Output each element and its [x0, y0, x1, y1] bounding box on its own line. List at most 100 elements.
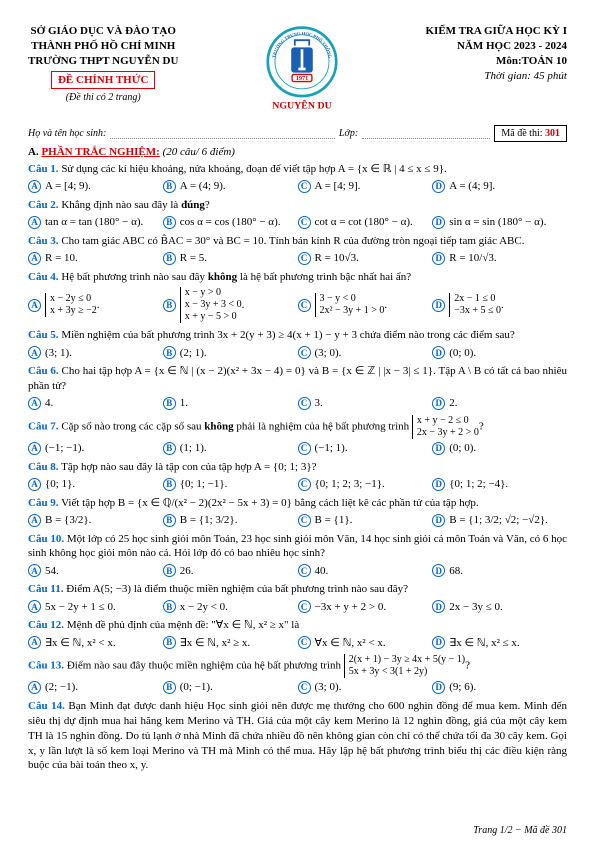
- option-letter-icon: C: [298, 252, 311, 265]
- option-letter-icon: C: [298, 397, 311, 410]
- option[interactable]: Bx − 2y < 0.: [163, 599, 298, 614]
- option-letter-icon: C: [298, 681, 311, 694]
- option[interactable]: B(1; 1).: [163, 441, 298, 456]
- option[interactable]: A5x − 2y + 1 ≤ 0.: [28, 599, 163, 614]
- option[interactable]: C3.: [298, 396, 433, 411]
- dotted-line: [362, 129, 490, 139]
- option[interactable]: DA = (4; 9].: [432, 179, 567, 194]
- option[interactable]: B1.: [163, 396, 298, 411]
- option-letter-icon: D: [432, 681, 445, 694]
- option[interactable]: C(−1; 1).: [298, 441, 433, 456]
- option-text: A = [4; 9).: [45, 180, 91, 192]
- option[interactable]: A 4.: [28, 396, 163, 411]
- option[interactable]: Dsin α = sin (180° − α).: [432, 215, 567, 230]
- option[interactable]: AR = 10.: [28, 251, 163, 266]
- option[interactable]: B{0; 1; −1}.: [163, 477, 298, 492]
- option-text: (3; 0).: [315, 681, 342, 693]
- option[interactable]: A∃x ∈ ℕ, x² < x.: [28, 635, 163, 650]
- option[interactable]: D{0; 1; 2; −4}.: [432, 477, 567, 492]
- question-number: Câu 9.: [28, 497, 59, 509]
- system-brace: x − 2y ≤ 0x + 3y ≥ −2: [45, 293, 97, 317]
- option-letter-icon: C: [298, 346, 311, 359]
- student-name-label: Họ và tên học sinh:: [28, 128, 106, 139]
- question: Câu 13. Điểm nào sau đây thuộc miền nghi…: [28, 654, 567, 678]
- option[interactable]: CR = 10√3.: [298, 251, 433, 266]
- question-number: Câu 5.: [28, 329, 59, 341]
- section-title: A. PHẦN TRẮC NGHIỆM: (20 câu/ 6 điểm): [28, 146, 567, 158]
- option[interactable]: B(2; 1).: [163, 345, 298, 360]
- option-letter-icon: A: [28, 514, 41, 527]
- option-text: (0; 0).: [449, 347, 476, 359]
- option[interactable]: C{0; 1; 2; 3; −1}.: [298, 477, 433, 492]
- option[interactable]: B26.: [163, 563, 298, 578]
- option[interactable]: C3 − y < 02x² − 3y + 1 > 0.: [298, 286, 433, 324]
- option[interactable]: D68.: [432, 563, 567, 578]
- option[interactable]: A(3; 1).: [28, 345, 163, 360]
- option[interactable]: C (3; 0).: [298, 680, 433, 695]
- option-letter-icon: A: [28, 252, 41, 265]
- class-field: Lớp:: [339, 128, 494, 139]
- options-row: A 4. B1.C3.D2.: [28, 396, 567, 411]
- option-text: 2.: [449, 397, 457, 409]
- options-row: A∃x ∈ ℕ, x² < x.B∃x ∈ ℕ, x² ≥ x.C∀x ∈ ℕ,…: [28, 635, 567, 650]
- option[interactable]: D(0; 0).: [432, 441, 567, 456]
- option[interactable]: A(2; −1).: [28, 680, 163, 695]
- option-letter-icon: A: [28, 600, 41, 613]
- system-brace: x − y > 0x − 3y + 3 < 0x + y − 5 > 0: [180, 287, 242, 323]
- option-letter-icon: A: [28, 397, 41, 410]
- option-letter-icon: A: [28, 299, 41, 312]
- option[interactable]: Bx − y > 0x − 3y + 3 < 0x + y − 5 > 0.: [163, 286, 298, 324]
- option[interactable]: D2x − 3y ≤ 0.: [432, 599, 567, 614]
- option[interactable]: C40.: [298, 563, 433, 578]
- option-text: −3x + y + 2 > 0.: [315, 601, 387, 613]
- option[interactable]: CA = [4; 9].: [298, 179, 433, 194]
- option-letter-icon: C: [298, 180, 311, 193]
- option[interactable]: D(9; 6).: [432, 680, 567, 695]
- option-text: 4.: [45, 397, 53, 409]
- option[interactable]: AA = [4; 9).: [28, 179, 163, 194]
- option-letter-icon: B: [163, 397, 176, 410]
- option[interactable]: D(0; 0).: [432, 345, 567, 360]
- option[interactable]: D2.: [432, 396, 567, 411]
- question: Câu 6. Cho hai tập hợp A = {x ∈ ℕ | (x −…: [28, 364, 567, 394]
- option[interactable]: BR = 5.: [163, 251, 298, 266]
- option-text: cos α = cos (180° − α).: [180, 216, 281, 228]
- option[interactable]: Atan α = tan (180° − α).: [28, 215, 163, 230]
- option-text: {0; 1}.: [45, 478, 75, 490]
- option-letter-icon: B: [163, 600, 176, 613]
- option-text: ∃x ∈ ℕ, x² ≤ x.: [449, 636, 519, 649]
- question-number: Câu 12.: [28, 619, 64, 631]
- question: Câu 4. Hệ bất phương trình nào sau đây k…: [28, 270, 567, 285]
- option[interactable]: C(3; 0).: [298, 345, 433, 360]
- option-letter-icon: A: [28, 442, 41, 455]
- option[interactable]: Ax − 2y ≤ 0x + 3y ≥ −2.: [28, 286, 163, 324]
- option-letter-icon: C: [298, 636, 311, 649]
- option-letter-icon: C: [298, 514, 311, 527]
- option[interactable]: C−3x + y + 2 > 0.: [298, 599, 433, 614]
- option-text: (2; 1).: [180, 347, 207, 359]
- exam-year: NĂM HỌC 2023 - 2024: [425, 39, 567, 54]
- option[interactable]: A54.: [28, 563, 163, 578]
- option-letter-icon: B: [163, 514, 176, 527]
- option-letter-icon: B: [163, 681, 176, 694]
- option-text: 26.: [180, 565, 194, 577]
- option[interactable]: C∀x ∈ ℕ, x² < x.: [298, 635, 433, 650]
- option[interactable]: B∃x ∈ ℕ, x² ≥ x.: [163, 635, 298, 650]
- option-letter-icon: D: [432, 252, 445, 265]
- option[interactable]: D∃x ∈ ℕ, x² ≤ x.: [432, 635, 567, 650]
- question: Câu 12. Mệnh đề phủ định của mệnh đề: "∀…: [28, 618, 567, 633]
- option[interactable]: DR = 10/√3.: [432, 251, 567, 266]
- option[interactable]: BA = (4; 9).: [163, 179, 298, 194]
- option[interactable]: CB = {1}.: [298, 513, 433, 528]
- option[interactable]: AB = {3/2}.: [28, 513, 163, 528]
- option[interactable]: BB = {1; 3/2}.: [163, 513, 298, 528]
- option[interactable]: A{0; 1}.: [28, 477, 163, 492]
- question: Câu 3. Cho tam giác ABC có B̂AC = 30° và…: [28, 234, 567, 249]
- option[interactable]: B(0; −1).: [163, 680, 298, 695]
- option[interactable]: D2x − 1 ≤ 0−3x + 5 ≤ 0.: [432, 286, 567, 324]
- option[interactable]: DB = {1; 3/2; √2; −√2}.: [432, 513, 567, 528]
- system-brace: x + y − 2 ≤ 02x − 3y + 2 > 0: [412, 415, 479, 439]
- option[interactable]: Ccot α = cot (180° − α).: [298, 215, 433, 230]
- option[interactable]: Bcos α = cos (180° − α).: [163, 215, 298, 230]
- option[interactable]: A(−1; −1).: [28, 441, 163, 456]
